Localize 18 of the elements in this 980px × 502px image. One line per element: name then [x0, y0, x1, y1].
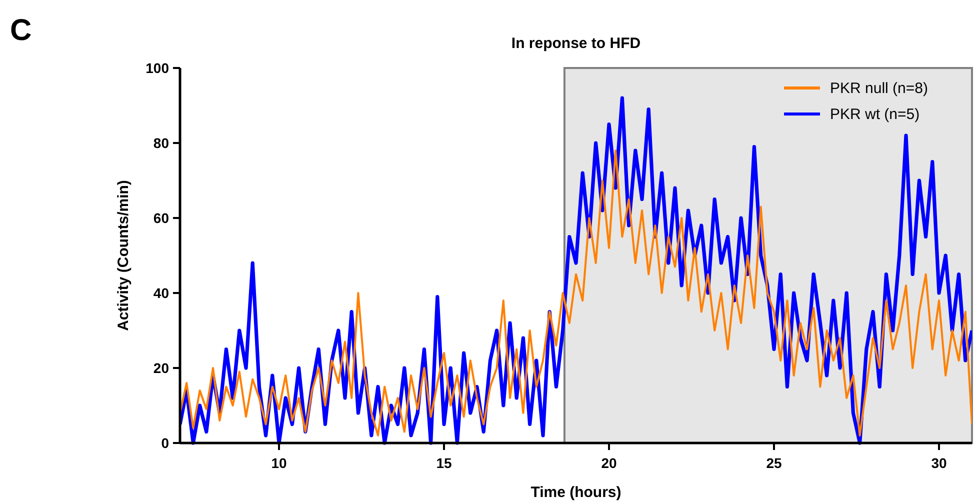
y-tick-label: 60 [153, 210, 170, 226]
text: C [10, 14, 32, 47]
x-tick-label: 15 [436, 455, 452, 471]
legend-label: PKR null (n=8) [830, 80, 928, 97]
x-tick-label: 25 [766, 455, 782, 471]
x-tick-label: 20 [601, 455, 617, 471]
legend-label: PKR wt (n=5) [830, 106, 920, 123]
x-tick-label: 10 [271, 455, 287, 471]
y-tick-label: 100 [146, 60, 170, 76]
y-tick-label: 0 [161, 435, 170, 451]
x-tick-label: 30 [931, 455, 947, 471]
x-axis-title: Time (hours) [530, 484, 622, 501]
y-tick-label: 80 [153, 135, 170, 151]
y-tick-label: 20 [153, 360, 170, 376]
y-tick-label: 40 [153, 285, 170, 301]
chart-title: In reponse to HFD [511, 35, 641, 52]
y-axis-title: Activity (Counts/min) [115, 180, 132, 331]
line-series [180, 150, 972, 436]
